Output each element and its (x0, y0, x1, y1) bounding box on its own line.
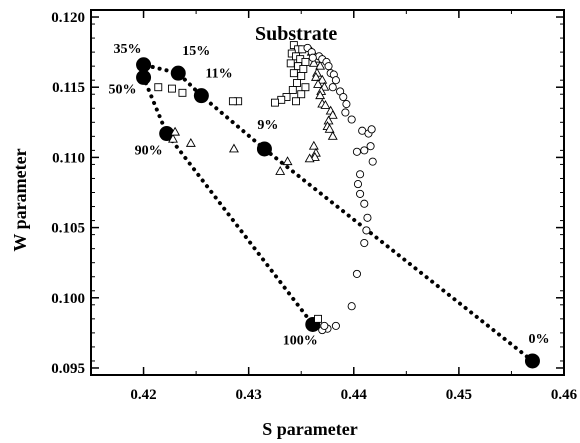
open-circle-marker (347, 302, 356, 311)
point-label: 11% (205, 67, 232, 82)
y-tick-label: 0.100 (51, 291, 85, 307)
x-tick-label: 0.45 (446, 387, 472, 403)
open-triangle-marker (168, 133, 178, 143)
open-triangle-marker (282, 156, 293, 166)
chart-title: Substrate (255, 23, 337, 45)
dotted-trend-curve (141, 62, 535, 363)
open-triangle-marker (315, 60, 326, 70)
open-circle-marker (360, 238, 369, 248)
y-tick-label: 0.095 (51, 361, 85, 377)
y-tick-label: 0.105 (51, 221, 85, 237)
axis-ticks (90, 9, 565, 376)
filled-circle-marker (136, 57, 152, 73)
open-triangle-marker (324, 123, 335, 133)
open-triangle-marker (309, 151, 320, 161)
open-circle-marker (367, 125, 376, 134)
open-triangle-marker (315, 90, 326, 100)
filled-circle-marker (193, 88, 209, 104)
y-tick-label: 0.110 (52, 150, 85, 166)
dotted-curve (141, 62, 535, 363)
data-markers (136, 41, 540, 369)
open-square-marker (289, 41, 298, 50)
open-square-marker (301, 57, 310, 66)
point-label: 90% (135, 144, 163, 159)
open-circle-marker (342, 100, 351, 109)
open-circle-marker (352, 147, 361, 156)
open-circle-marker (360, 199, 369, 208)
open-square-marker (297, 72, 306, 80)
open-square-marker (289, 69, 298, 78)
open-circle-marker (356, 189, 365, 198)
point-label: 15% (182, 44, 210, 59)
open-square-marker (228, 97, 237, 106)
filled-circle-marker (136, 69, 152, 85)
point-label: 50% (109, 82, 137, 97)
open-circle-marker (368, 157, 377, 166)
open-triangle-marker (317, 74, 328, 84)
open-circle-marker (320, 321, 329, 330)
open-square-marker (314, 314, 322, 323)
open-circle-marker (360, 146, 369, 155)
point-annotations: 0% 9% 11% 15% 35% 50% 90% 100% (109, 42, 550, 349)
x-axis-title: S parameter (262, 419, 357, 439)
filled-circle-marker (256, 141, 272, 157)
open-square-marker (299, 65, 308, 73)
open-triangle-marker (320, 100, 331, 109)
open-triangle-marker (308, 140, 319, 150)
open-circle-marker (328, 83, 337, 92)
open-square-marker (167, 84, 176, 93)
filled-circle-marker (524, 353, 540, 369)
open-triangle-marker (185, 137, 196, 147)
open-square-marker (301, 83, 310, 92)
y-tick-label: 0.115 (52, 80, 85, 96)
tick-labels: 0.42 0.43 0.44 0.45 0.46 0.095 0.100 0.105 0.110… (51, 10, 577, 403)
filled-circle-marker (159, 126, 175, 142)
open-circle-marker (331, 321, 340, 330)
open-circle-marker (353, 180, 363, 189)
x-tick-label: 0.44 (341, 387, 368, 403)
open-triangle-marker (304, 153, 315, 163)
open-circle-marker (356, 170, 365, 179)
open-triangle-marker (228, 143, 239, 153)
x-tick-label: 0.42 (130, 387, 156, 403)
point-label: 9% (257, 118, 278, 133)
open-triangle-marker (327, 130, 338, 140)
open-circle-marker (339, 92, 348, 102)
open-square-marker (178, 88, 187, 97)
open-circle-marker (347, 115, 356, 124)
open-square-marker (293, 79, 301, 87)
open-triangle-marker (313, 78, 324, 88)
open-triangle-marker (310, 71, 321, 81)
open-square-marker (154, 83, 163, 92)
open-circle-marker (363, 213, 372, 222)
open-triangle-marker (308, 57, 319, 67)
open-square-marker (286, 59, 295, 68)
open-circle-marker (331, 76, 340, 85)
open-square-marker (292, 97, 300, 106)
point-label: 35% (114, 42, 142, 57)
open-circle-marker (366, 142, 375, 151)
open-circle-marker (324, 62, 333, 71)
open-triangle-marker (327, 109, 338, 119)
open-triangle-marker (275, 166, 286, 175)
x-tick-label: 0.46 (551, 387, 578, 403)
point-label: 0% (528, 332, 549, 347)
open-square-marker (270, 98, 279, 107)
open-circle-marker (362, 226, 371, 235)
open-circle-marker (308, 53, 317, 62)
open-square-marker (297, 90, 306, 99)
open-triangle-marker (170, 126, 181, 136)
open-circle-marker (352, 269, 361, 278)
y-tick-label: 0.120 (51, 10, 85, 26)
open-square-marker (288, 86, 297, 94)
y-axis-title: W parameter (10, 148, 30, 251)
point-label: 100% (283, 333, 318, 348)
open-circle-marker (341, 108, 350, 117)
filled-circle-marker (170, 65, 186, 81)
x-tick-label: 0.43 (236, 387, 262, 403)
